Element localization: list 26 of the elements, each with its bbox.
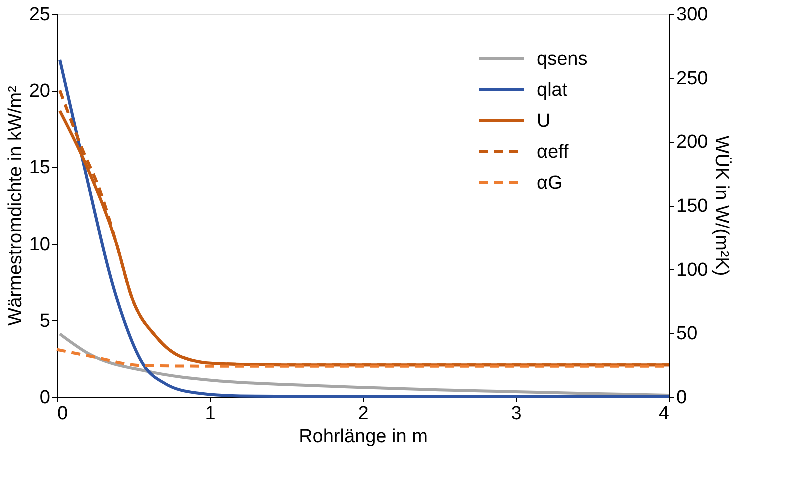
y2-tick-label: 50 — [676, 324, 698, 345]
x-tick-label: 2 — [358, 404, 369, 424]
y-tick-label: 0 — [40, 388, 50, 408]
y2-tick-label: 300 — [676, 4, 708, 26]
y2-tick-label: 250 — [676, 68, 708, 90]
y-axis-title: Wärmestromdichte in kW/m² — [5, 86, 26, 326]
x-tick-label: 3 — [511, 404, 522, 424]
y2-tick-label: 150 — [676, 196, 708, 217]
y-tick-label: 20 — [29, 81, 50, 102]
x-tick-label: 0 — [58, 404, 68, 424]
y-tick-label: 10 — [29, 234, 50, 256]
y2-tick-label: 200 — [676, 132, 708, 154]
legend-label: U — [537, 111, 551, 132]
x-tick-label: 4 — [658, 404, 670, 424]
legend-label: qsens — [537, 49, 588, 70]
y2-axis-title: WÜK in W/(m²K) — [711, 136, 732, 276]
y-tick-label: 15 — [29, 158, 50, 179]
y2-tick-label: 100 — [676, 260, 708, 281]
y-tick-label: 25 — [29, 4, 50, 26]
x-axis-title: Rohrlänge in m — [299, 426, 428, 448]
legend-label: αeff — [537, 142, 570, 163]
y2-tick-label: 0 — [676, 388, 688, 408]
x-tick-label: 1 — [205, 404, 216, 424]
legend-label: αG — [537, 173, 563, 194]
y-tick-label: 5 — [40, 310, 50, 332]
legend-label: qlat — [537, 80, 568, 101]
